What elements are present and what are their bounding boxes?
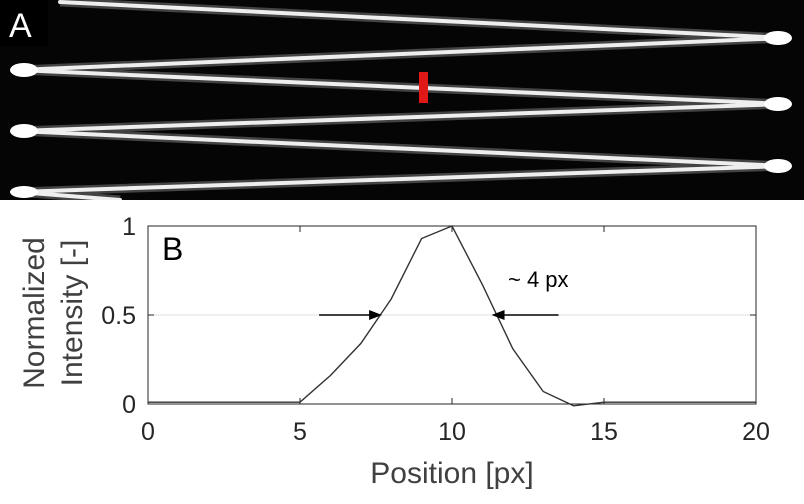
zigzag-fiber	[16, 0, 787, 200]
right-arrow-head	[491, 310, 505, 320]
panel-a-label: A	[9, 7, 32, 45]
y-tick-label: 0.5	[101, 302, 136, 330]
axis-ticks	[147, 225, 757, 405]
y-axis-title-line1: Normalized	[18, 237, 51, 389]
x-tick-label: 20	[742, 418, 770, 446]
panel-a-label-background	[0, 0, 48, 46]
y-axis-title-line2: Intensity [-]	[56, 240, 89, 387]
left-arrow-head	[369, 310, 383, 320]
panel-b-label: B	[162, 231, 183, 267]
series-line	[148, 225, 756, 407]
fiber-image-panel: A	[0, 0, 804, 200]
x-tick-label: 5	[293, 418, 307, 446]
x-tick-label: 0	[141, 418, 155, 446]
y-tick-label: 0	[122, 391, 136, 419]
x-tick-label: 15	[590, 418, 618, 446]
x-axis-title: Position [px]	[370, 457, 533, 490]
y-tick-label: 1	[122, 213, 136, 241]
intensity-profile-chart: 0 5 10 15 20 0 0.5 1 Position [px] Norma…	[18, 213, 770, 490]
data-series	[148, 225, 756, 407]
fwhm-annotation	[319, 310, 559, 320]
fiber-bends	[10, 31, 792, 198]
fwhm-label: ~ 4 px	[508, 267, 569, 292]
x-tick-label: 10	[438, 418, 466, 446]
profile-marker	[419, 72, 428, 103]
fiber-glow	[17, 0, 786, 200]
